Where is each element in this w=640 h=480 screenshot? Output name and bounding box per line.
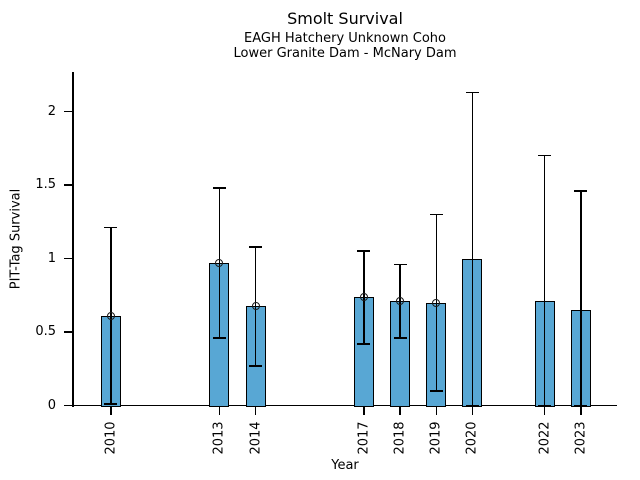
x-axis-label: Year bbox=[331, 458, 359, 473]
y-tick bbox=[64, 404, 73, 407]
x-tick-label: 2020 bbox=[464, 421, 480, 455]
error-bar-cap-lower bbox=[104, 403, 118, 405]
x-tick-label: 2023 bbox=[573, 421, 589, 455]
error-bar-cap-upper bbox=[393, 263, 407, 266]
x-tick-label: 2014 bbox=[248, 421, 264, 455]
error-bar-cap-lower bbox=[574, 404, 588, 407]
error-bar-cap-upper bbox=[538, 154, 552, 157]
chart-subtitle-line1: EAGH Hatchery Unknown Coho bbox=[244, 31, 446, 46]
y-tick bbox=[64, 184, 73, 186]
x-tick-label: 2019 bbox=[428, 421, 444, 455]
error-bar-cap-lower bbox=[212, 337, 226, 339]
error-bar-cap-upper bbox=[465, 91, 479, 94]
x-tick bbox=[435, 406, 438, 415]
error-bar-cap-lower bbox=[249, 365, 263, 367]
error-bar-line bbox=[543, 155, 546, 406]
error-bar-cap-lower bbox=[538, 404, 552, 407]
error-bar-cap-lower bbox=[357, 343, 371, 345]
y-tick-label: 0.5 bbox=[35, 324, 56, 340]
error-bar-cap-upper bbox=[574, 190, 588, 192]
x-tick-label: 2010 bbox=[103, 421, 119, 455]
error-bar-line bbox=[471, 92, 474, 406]
x-tick bbox=[110, 406, 112, 415]
x-tick bbox=[218, 406, 221, 415]
y-tick bbox=[64, 110, 73, 113]
point-marker bbox=[251, 301, 260, 310]
error-bar-cap-lower bbox=[465, 404, 479, 407]
point-marker bbox=[359, 292, 368, 301]
x-tick bbox=[580, 406, 582, 415]
y-tick-label: 1.5 bbox=[35, 177, 56, 193]
x-tick-label: 2017 bbox=[356, 421, 372, 455]
error-bar-cap-upper bbox=[429, 213, 443, 216]
y-tick bbox=[64, 331, 73, 333]
point-marker bbox=[432, 298, 441, 307]
error-bar-cap-lower bbox=[429, 390, 443, 392]
error-bar-cap-upper bbox=[212, 187, 226, 189]
point-marker bbox=[215, 258, 224, 267]
y-tick bbox=[64, 257, 73, 260]
x-tick bbox=[363, 406, 365, 415]
x-axis-line bbox=[72, 404, 617, 407]
x-tick-label: 2013 bbox=[211, 421, 227, 455]
error-bar-cap-lower bbox=[393, 337, 407, 339]
error-bar-cap-upper bbox=[104, 226, 118, 229]
x-tick bbox=[543, 406, 546, 415]
error-bar-line bbox=[580, 191, 582, 406]
y-axis-label: PIT-Tag Survival bbox=[8, 188, 24, 290]
y-tick-label: 2 bbox=[47, 103, 56, 119]
x-tick bbox=[471, 406, 474, 415]
x-tick bbox=[254, 406, 257, 415]
x-tick bbox=[399, 406, 401, 415]
error-bar-cap-upper bbox=[357, 250, 371, 252]
chart-title: Smolt Survival bbox=[287, 9, 403, 28]
y-tick-label: 0 bbox=[47, 397, 56, 413]
point-marker bbox=[396, 297, 405, 306]
x-tick-label: 2018 bbox=[392, 421, 408, 455]
point-marker bbox=[106, 311, 115, 320]
chart-subtitle-line2: Lower Granite Dam - McNary Dam bbox=[233, 46, 457, 61]
error-bar-cap-upper bbox=[249, 246, 263, 248]
y-tick-label: 1 bbox=[47, 250, 56, 266]
x-tick-label: 2022 bbox=[537, 421, 553, 455]
y-axis-line bbox=[72, 72, 74, 407]
